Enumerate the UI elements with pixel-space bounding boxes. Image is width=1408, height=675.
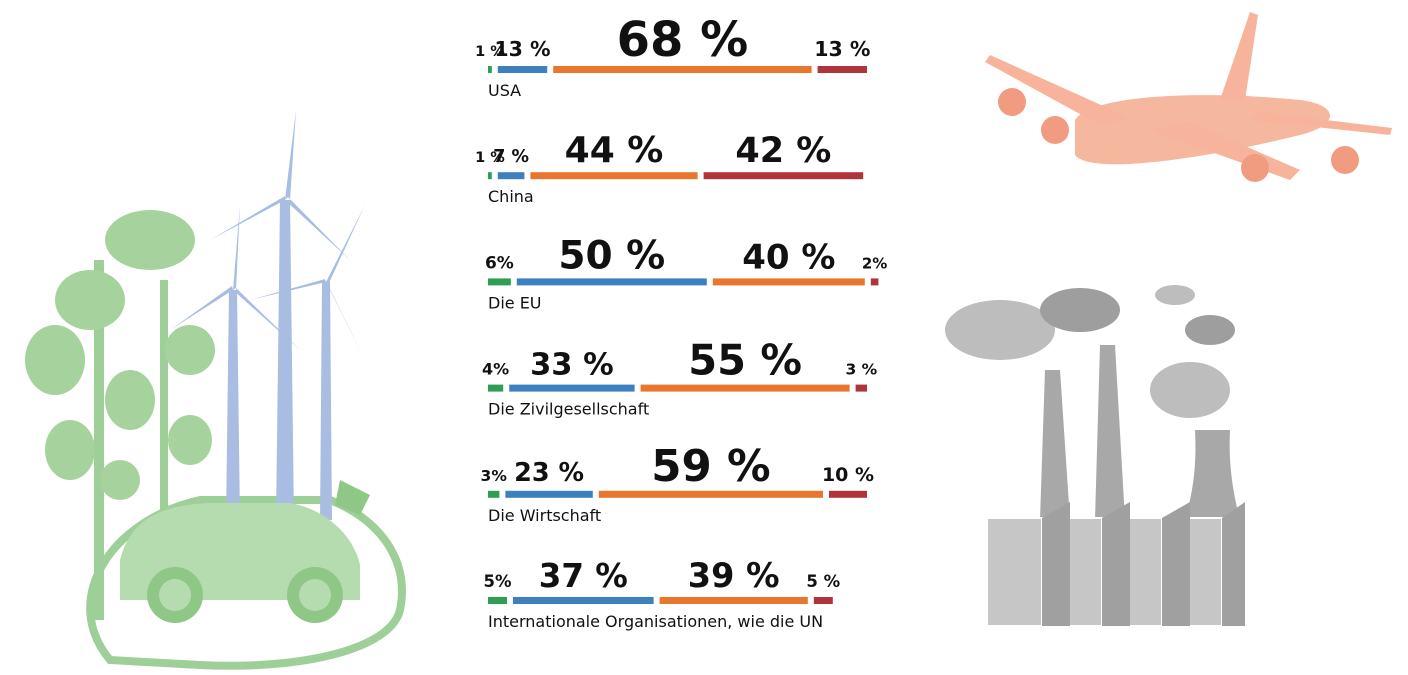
category-label: China [488, 187, 534, 206]
value-label: 2% [862, 254, 887, 272]
value-label: 37 % [539, 557, 628, 595]
value-label: 40 % [742, 237, 835, 277]
value-label: 42 % [735, 131, 831, 171]
bar-segment [513, 597, 654, 604]
bar-segment [509, 384, 635, 392]
factory-illustration [945, 285, 1245, 627]
value-label: 5 % [806, 572, 840, 591]
value-label: 55 % [688, 336, 802, 385]
value-label: 33 % [530, 348, 614, 383]
category-label: Internationale Organisationen, wie die U… [488, 612, 823, 631]
bar-segment [813, 597, 833, 604]
bar-segment [530, 172, 698, 180]
value-label: 3 % [845, 361, 877, 379]
bar-segment [488, 490, 500, 498]
bar-segment [516, 278, 707, 286]
bar-segment [855, 384, 867, 392]
green-illustration [25, 110, 406, 670]
bar-segment [703, 172, 864, 180]
value-label: 13 % [814, 37, 870, 61]
value-label: 68 % [617, 12, 749, 68]
value-label: 13 % [494, 37, 550, 61]
category-label: USA [488, 81, 521, 100]
value-label: 1 % [475, 150, 505, 166]
bar-segment [712, 278, 865, 286]
bar-segment [553, 66, 812, 73]
value-label: 23 % [514, 458, 584, 488]
value-label: 50 % [558, 233, 665, 278]
bar-segment [488, 384, 504, 392]
bar-segment [598, 490, 823, 498]
value-label: 3% [481, 467, 508, 485]
category-label: Die Zivilgesellschaft [488, 400, 649, 419]
value-label: 6% [485, 253, 514, 273]
category-label: Die EU [488, 293, 542, 312]
bar-segment [488, 278, 511, 286]
bar-segment [829, 490, 867, 498]
value-label: 5% [483, 572, 511, 591]
bar-segment [640, 384, 850, 392]
bar-segment [488, 66, 492, 73]
bar-segment [488, 172, 492, 180]
value-label: 7 % [493, 147, 529, 167]
bar-segment [488, 597, 507, 604]
bar-segment [497, 172, 525, 180]
value-label: 10 % [822, 464, 874, 486]
bar-segment [870, 278, 879, 286]
value-label: 44 % [565, 130, 664, 171]
bar-segment [817, 66, 867, 73]
category-label: Die Wirtschaft [488, 506, 601, 525]
value-label: 39 % [688, 556, 780, 595]
bar-segment [659, 597, 808, 604]
plane-illustration [985, 12, 1392, 182]
value-label: 4% [482, 360, 509, 379]
bar-segment [497, 66, 548, 73]
bar-segment [505, 490, 593, 498]
value-label: 1 % [475, 44, 505, 60]
value-label: 59 % [651, 442, 770, 492]
